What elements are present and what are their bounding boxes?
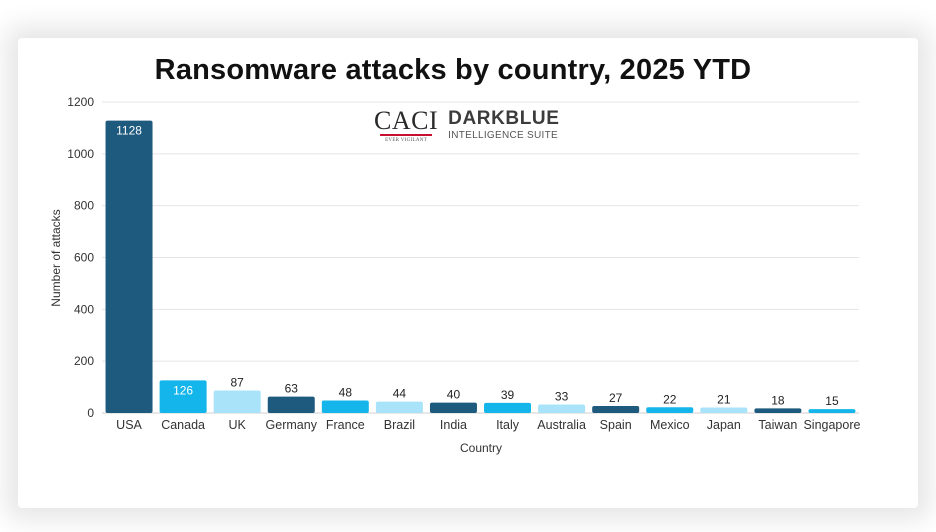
x-tick-label: Italy <box>496 418 520 432</box>
value-label: 33 <box>555 389 569 403</box>
y-tick-label: 200 <box>74 354 94 368</box>
y-tick-label: 1200 <box>67 95 94 109</box>
caci-darkblue-logo: CACI EVER VIGILANT DARKBLUE INTELLIGENCE… <box>374 106 560 144</box>
value-label: 44 <box>393 387 407 401</box>
bar-mexico <box>646 407 694 413</box>
value-label: 40 <box>447 388 461 402</box>
y-tick-label: 1000 <box>67 147 94 161</box>
y-tick-label: 0 <box>87 406 94 420</box>
bar-canada <box>159 380 207 413</box>
value-label: 22 <box>663 392 677 406</box>
value-label: 87 <box>230 375 244 389</box>
x-tick-label: France <box>326 418 365 432</box>
bar-france <box>321 400 369 413</box>
x-tick-label: Mexico <box>650 418 690 432</box>
chart-title: Ransomware attacks by country, 2025 YTD <box>154 54 752 86</box>
y-tick-label: 600 <box>74 251 94 265</box>
value-label: 126 <box>173 383 193 397</box>
bar-taiwan <box>754 408 802 413</box>
y-axis-label: Number of attacks <box>49 209 63 306</box>
bar-usa <box>105 120 153 413</box>
bar-india <box>429 402 477 413</box>
value-label: 18 <box>771 393 785 407</box>
x-tick-label: Brazil <box>384 418 415 432</box>
value-label: 1128 <box>116 124 142 138</box>
bar-spain <box>592 406 640 413</box>
y-tick-label: 800 <box>74 199 94 213</box>
bar-singapore <box>808 409 856 413</box>
caci-tagline: EVER VIGILANT <box>385 138 428 143</box>
x-axis-label: Country <box>460 441 502 455</box>
bars <box>105 120 856 413</box>
y-axis-ticks: 0 200 400 600 800 1000 1200 <box>67 95 94 420</box>
value-label: 15 <box>825 394 839 408</box>
chart-card <box>18 38 918 508</box>
x-tick-label: India <box>440 418 467 432</box>
x-tick-label: USA <box>116 418 142 432</box>
caci-wordmark: CACI <box>374 106 439 135</box>
x-axis-ticks: USA Canada UK Germany France Brazil India Italy… <box>116 418 860 432</box>
x-tick-label: Germany <box>266 418 318 432</box>
bar-australia <box>538 404 586 413</box>
x-tick-label: Canada <box>161 418 205 432</box>
bar-italy <box>484 402 532 413</box>
darkblue-wordmark: DARKBLUE <box>448 108 560 129</box>
bar-brazil <box>375 401 423 413</box>
value-label: 39 <box>501 388 515 402</box>
gridlines <box>102 101 859 414</box>
darkblue-subtitle: INTELLIGENCE SUITE <box>448 130 558 141</box>
x-tick-label: UK <box>228 418 246 432</box>
bar-uk <box>213 390 261 413</box>
bar-japan <box>700 407 748 413</box>
value-label: 63 <box>285 382 299 396</box>
bar-germany <box>267 396 315 413</box>
x-tick-label: Spain <box>600 418 632 432</box>
x-tick-label: Japan <box>707 418 741 432</box>
x-tick-label: Singapore <box>803 418 860 432</box>
caci-underline <box>380 134 433 136</box>
x-tick-label: Taiwan <box>758 418 797 432</box>
value-label: 27 <box>609 391 623 405</box>
y-tick-label: 400 <box>74 302 94 316</box>
value-label: 21 <box>717 393 731 407</box>
value-label: 48 <box>339 386 353 400</box>
x-tick-label: Australia <box>537 418 586 432</box>
value-labels: 1128 126 87 63 48 44 40 39 33 27 22 21 18 15 <box>116 124 839 408</box>
